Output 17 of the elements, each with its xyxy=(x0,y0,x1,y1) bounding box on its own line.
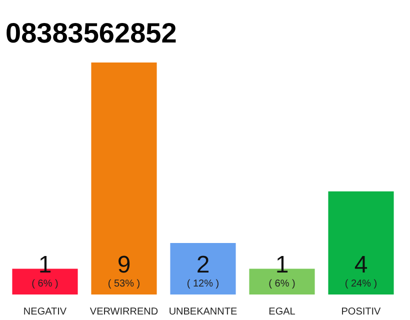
bar xyxy=(91,62,157,294)
data-label: 4 xyxy=(354,252,368,278)
x-tick-label: VERWIRREND xyxy=(90,306,158,318)
bar xyxy=(170,242,236,294)
annotation: ( 12% ) xyxy=(186,278,220,290)
x-tick-label: EGAL xyxy=(268,306,296,318)
annotation: ( 53% ) xyxy=(108,278,140,290)
x-tick-label: POSITIV xyxy=(341,306,382,318)
annotation: ( 24% ) xyxy=(344,278,378,290)
annotation: ( 6% ) xyxy=(32,278,58,290)
chart-title: 08383562852 xyxy=(6,18,177,48)
bar xyxy=(328,191,394,294)
annotation: ( 6% ) xyxy=(268,278,296,290)
x-tick-label: UNBEKANNTE xyxy=(168,306,238,318)
data-label: 9 xyxy=(117,252,131,278)
data-label: 2 xyxy=(196,252,210,278)
x-tick-label: NEGATIV xyxy=(23,306,67,318)
